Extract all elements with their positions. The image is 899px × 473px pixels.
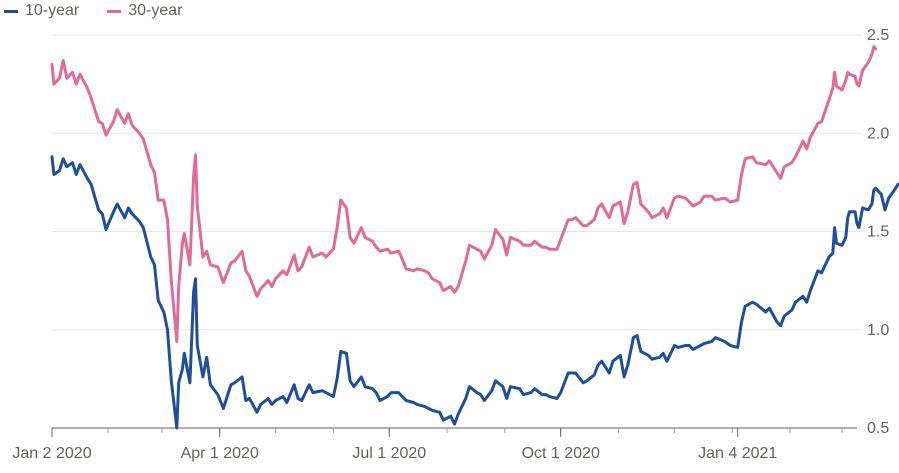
x-tick-label: Jan 4 2021 — [698, 445, 777, 462]
y-tick-label: 2.5 — [867, 27, 889, 44]
y-tick-label: 1.5 — [867, 224, 889, 241]
series-line-30-year — [50, 45, 878, 343]
y-axis: 0.5 1.0 1.5 2.0 2.5 — [867, 27, 889, 437]
legend-label-10-year: 10-year — [25, 2, 80, 19]
y-tick-label: 1.0 — [867, 322, 889, 339]
series-lines — [50, 45, 899, 430]
x-tick-label: Jan 2 2020 — [12, 445, 91, 462]
legend: 10-year 30-year — [4, 2, 183, 20]
y-tick-label: 2.0 — [867, 125, 889, 142]
x-axis: Jan 2 2020 Apr 1 2020 Jul 1 2020 Oct 1 2020… — [12, 427, 857, 462]
gridlines — [52, 34, 862, 331]
x-tick-label: Jul 1 2020 — [352, 445, 426, 462]
y-tick-label: 0.5 — [867, 420, 889, 437]
x-tick-label: Apr 1 2020 — [181, 445, 259, 462]
legend-swatch-30-year — [107, 9, 122, 13]
legend-label-30-year: 30-year — [128, 2, 183, 19]
legend-swatch-10-year — [4, 9, 18, 13]
legend-item-10-year: 10-year — [4, 2, 79, 20]
legend-item-30-year: 30-year — [107, 2, 183, 20]
x-tick-label: Oct 1 2020 — [522, 445, 600, 462]
series-line-10-year — [50, 155, 899, 430]
